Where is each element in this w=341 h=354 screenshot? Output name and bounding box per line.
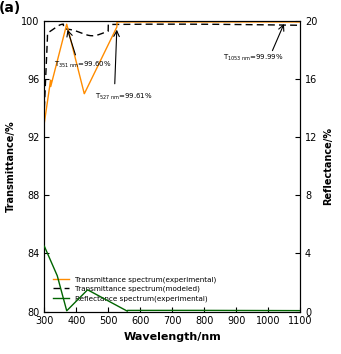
Y-axis label: Reflectance/%: Reflectance/% (323, 127, 333, 205)
Text: (a): (a) (0, 1, 20, 16)
Text: $\mathregular{T_{527\ nm}}$=99.61%: $\mathregular{T_{527\ nm}}$=99.61% (95, 92, 153, 102)
Y-axis label: Transmittance/%: Transmittance/% (5, 121, 16, 212)
Text: $\mathregular{T_{351\ nm}}$=99.60%: $\mathregular{T_{351\ nm}}$=99.60% (54, 60, 112, 70)
X-axis label: Wavelength/nm: Wavelength/nm (123, 332, 221, 342)
Text: $\mathregular{T_{1053\ nm}}$=99.99%: $\mathregular{T_{1053\ nm}}$=99.99% (223, 52, 284, 63)
Legend: Transmittance spectrum(experimental), Transmittance spectrum(modeled), Reflectan: Transmittance spectrum(experimental), Tr… (50, 273, 219, 305)
